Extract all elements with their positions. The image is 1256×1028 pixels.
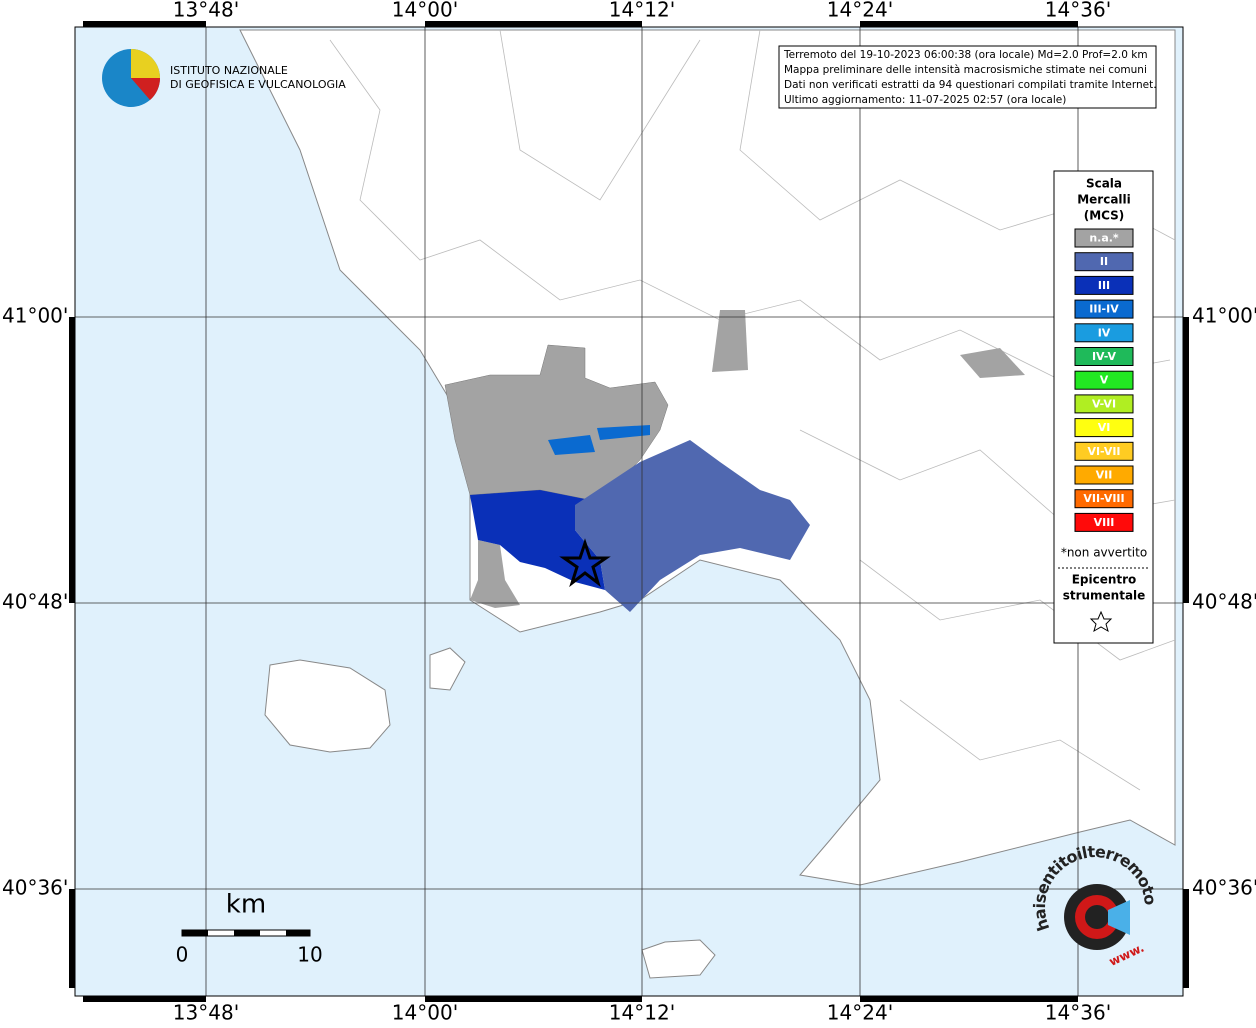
legend-swatch xyxy=(1074,370,1134,390)
boundaries xyxy=(329,29,1176,791)
region-na xyxy=(444,344,669,501)
region-na xyxy=(960,348,1025,378)
legend-swatch xyxy=(1074,512,1134,532)
institute-line: ISTITUTO NAZIONALE xyxy=(170,64,288,77)
legend-label: V-VI xyxy=(1092,397,1116,410)
legend-swatch xyxy=(1074,275,1134,295)
legend-label: VI xyxy=(1098,421,1111,434)
scale-bar: km 0 10 xyxy=(176,890,323,967)
legend-label: IV xyxy=(1098,326,1111,339)
legend-label: VI-VII xyxy=(1087,445,1120,458)
scale-segment xyxy=(182,930,208,936)
frame-bar xyxy=(83,996,206,1002)
region-na xyxy=(470,540,520,608)
frame-bar xyxy=(425,996,642,1002)
frame-bar xyxy=(69,889,75,988)
island-capri xyxy=(641,939,716,979)
legend-title: Mercalli xyxy=(1077,193,1131,207)
frame-bar xyxy=(1183,317,1189,603)
region-na xyxy=(712,310,748,372)
legend-label: IV-V xyxy=(1092,350,1117,363)
scale-segment xyxy=(234,930,260,936)
legend-label: VII xyxy=(1096,469,1113,482)
info-box xyxy=(778,45,1157,109)
lat-label: 40°48' xyxy=(2,590,68,614)
legend-label: II xyxy=(1100,255,1108,268)
lon-label: 14°36' xyxy=(1045,1001,1111,1025)
legend-label: V xyxy=(1100,374,1109,387)
lon-label: 14°12' xyxy=(609,1001,675,1025)
frame-bar xyxy=(860,996,1078,1002)
lon-label: 13°48' xyxy=(173,1001,239,1025)
lon-label: 14°00' xyxy=(392,0,458,22)
region-ii xyxy=(575,440,810,612)
info-line: Mappa preliminare delle intensità macros… xyxy=(784,64,1147,76)
legend-label: VIII xyxy=(1094,516,1115,529)
lat-label: 40°36' xyxy=(2,876,68,900)
epicenter xyxy=(559,538,611,588)
region-iii-iv xyxy=(597,425,650,440)
legend-title: Scala xyxy=(1086,177,1122,191)
legend-star xyxy=(1089,610,1113,633)
info-line: Dati non verificati estratti da 94 quest… xyxy=(784,79,1157,91)
scale-label: 10 xyxy=(297,943,322,967)
legend-swatch xyxy=(1074,252,1134,272)
legend-swatch xyxy=(1074,323,1134,343)
legend-label: III-IV xyxy=(1089,303,1119,316)
info-line: Terremoto del 19-10-2023 06:00:38 (ora l… xyxy=(783,49,1148,61)
legend-swatch xyxy=(1074,394,1134,414)
legend-swatch xyxy=(1074,418,1134,438)
legend-label: VII-VIII xyxy=(1083,492,1124,505)
legend-label: III xyxy=(1098,279,1110,292)
lon-label: 14°12' xyxy=(609,0,675,22)
region-iii xyxy=(470,490,605,590)
logo-segment xyxy=(131,78,161,100)
scale-unit: km xyxy=(226,890,266,920)
legend-title: (MCS) xyxy=(1084,209,1125,223)
frame-bar xyxy=(1183,889,1189,988)
island-ischia xyxy=(264,659,391,753)
logo-segment xyxy=(131,49,160,78)
lat-label: 41°00' xyxy=(2,304,68,328)
lon-label: 14°24' xyxy=(827,0,893,22)
legend-label: n.a.* xyxy=(1089,232,1119,245)
lat-label: 41°00' xyxy=(1192,304,1256,328)
legend-epicenter: strumentale xyxy=(1063,589,1146,603)
legend-swatch xyxy=(1074,489,1134,509)
frame-bar xyxy=(83,21,206,27)
ingv-logo: ISTITUTO NAZIONALE DI GEOFISICA E VULCAN… xyxy=(102,49,346,107)
frame-bar xyxy=(425,21,642,27)
legend-swatch xyxy=(1074,228,1134,248)
lat-label: 40°48' xyxy=(1192,590,1256,614)
island-procida xyxy=(429,647,466,691)
legend-note: *non avvertito xyxy=(1061,546,1147,560)
frame-bar xyxy=(860,21,1078,27)
lon-label: 14°36' xyxy=(1045,0,1111,22)
scale-label: 0 xyxy=(176,943,189,967)
legend-swatch xyxy=(1074,465,1134,485)
legend-epicenter: Epicentro xyxy=(1072,573,1137,587)
legend-swatch xyxy=(1074,347,1134,366)
lat-label: 40°36' xyxy=(1192,876,1256,900)
info-line: Ultimo aggiornamento: 11-07-2025 02:57 (… xyxy=(784,94,1066,106)
legend-swatch xyxy=(1074,441,1134,461)
lon-label: 14°00' xyxy=(392,1001,458,1025)
lon-label: 14°24' xyxy=(827,1001,893,1025)
region-iii-iv xyxy=(548,435,595,455)
frame-bar xyxy=(69,317,75,603)
badge-ring xyxy=(1085,905,1109,929)
scale-segment xyxy=(286,930,310,936)
legend-swatch xyxy=(1074,299,1134,319)
badge-speaker xyxy=(1108,900,1130,935)
lon-label: 13°48' xyxy=(173,0,239,22)
institute-line: DI GEOFISICA E VULCANOLOGIA xyxy=(170,78,346,91)
